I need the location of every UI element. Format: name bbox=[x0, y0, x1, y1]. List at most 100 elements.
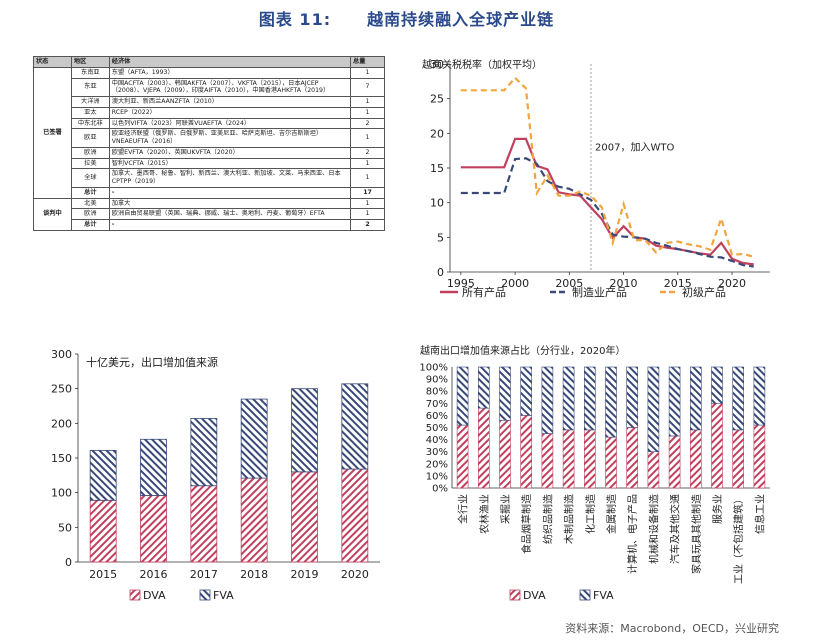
figure-title: 图表 11: 越南持续融入全球产业链 bbox=[0, 6, 813, 30]
bar-dva bbox=[626, 427, 638, 489]
table-row: 全球 加拿大、墨西哥、秘鲁、智利、新西兰、澳大利亚、新加坡、文莱、马来西亚、日本C… bbox=[34, 168, 385, 188]
series-line-0 bbox=[460, 137, 754, 266]
bar-dva bbox=[456, 424, 469, 489]
status-cell: 已签署 bbox=[33, 66, 72, 199]
x-tick-label: 全行业 bbox=[457, 494, 470, 524]
bar-dva bbox=[584, 429, 596, 489]
chart-title: 越南出口增加值来源占比（分行业，2020年） bbox=[420, 344, 625, 357]
header-region: 地区 bbox=[70, 56, 110, 68]
legend-swatch-1 bbox=[199, 589, 211, 601]
y-tick-label: 0 bbox=[437, 266, 444, 279]
bar-dva bbox=[499, 419, 511, 489]
table-row: 大洋洲 澳大利亚、新西兰AANZFTA（2010） 1 bbox=[34, 96, 385, 108]
table-total-row: 总计 -17 bbox=[34, 186, 385, 199]
bar-dva bbox=[605, 436, 617, 489]
economies-cell: 欧亚经济联盟（俄罗斯、白俄罗斯、亚美尼亚、哈萨克斯坦、吉尔吉斯斯坦）VNEAEU… bbox=[108, 128, 352, 148]
table-row: 东亚 中国ACFTA（2003）、韩国AKFTA（2007）、VKFTA（2015… bbox=[34, 77, 385, 97]
table-row: 欧亚 欧亚经济联盟（俄罗斯、白俄罗斯、亚美尼亚、哈萨克斯坦、吉尔吉斯斯坦）VNEA… bbox=[34, 128, 385, 148]
figure-title-text: 越南持续融入全球产业链 bbox=[367, 10, 555, 29]
x-tick-label: 2016 bbox=[140, 568, 168, 581]
fta-table: 状态 地区 经济体 总量 已签署 东南亚 东盟（AFTA，1993） 1 东亚 中国ACF… bbox=[33, 56, 385, 231]
y-tick-label: 10% bbox=[426, 471, 448, 482]
y-tick-label: 30 bbox=[430, 58, 444, 71]
chart-title: 越南关税税率（加权平均） bbox=[422, 58, 542, 71]
region-cell: 全球 bbox=[70, 168, 110, 188]
bar-dva bbox=[711, 402, 723, 489]
series-line-2 bbox=[460, 76, 754, 258]
chart-title: 十亿美元，出口增加值来源 bbox=[86, 355, 218, 369]
bar-fva bbox=[732, 366, 745, 431]
x-tick-label: 机械和设备制造 bbox=[647, 494, 660, 564]
tariff-line-chart: 0 5 10 15 20 25 30 1995 2000 2005 2010 2015 2020 2007… bbox=[422, 58, 770, 299]
bar-dva bbox=[341, 468, 369, 563]
y-tick-label: 100 bbox=[51, 487, 72, 500]
legend-label-0: DVA bbox=[523, 589, 546, 602]
x-tick-label: 2005 bbox=[555, 277, 583, 290]
count-cell: 1 bbox=[350, 128, 385, 148]
table-row: 拉美 智利VCFTA（2015） 1 bbox=[34, 157, 385, 170]
export-value-bar-chart: 0 50 100 150 200 250 300 十亿美元，出口增加值来源 2015 2016 20… bbox=[51, 348, 380, 602]
x-tick-label: 纺织品制造 bbox=[541, 494, 554, 544]
bar-dva bbox=[668, 435, 681, 489]
x-tick-label: 1995 bbox=[447, 277, 475, 290]
x-tick-label: 2019 bbox=[291, 568, 319, 581]
y-tick-label: 90% bbox=[426, 375, 448, 386]
bar-fva bbox=[689, 366, 702, 431]
table-row: 已签署 东南亚 东盟（AFTA，1993） 1 bbox=[33, 66, 385, 199]
x-tick-label: 2015 bbox=[89, 568, 117, 581]
count-cell: 1 bbox=[350, 66, 385, 79]
wto-annotation: 2007，加入WTO bbox=[595, 142, 674, 154]
bar-fva bbox=[240, 398, 268, 479]
legend-swatch-0 bbox=[129, 589, 141, 601]
region-cell: 拉美 bbox=[70, 157, 110, 170]
economies-cell: - bbox=[108, 186, 352, 199]
x-tick-label: 服务业 bbox=[711, 494, 724, 524]
bar-fva bbox=[89, 449, 117, 501]
region-cell: 总计 bbox=[70, 186, 110, 199]
region-cell: 亚太 bbox=[70, 106, 110, 119]
y-tick-label: 60% bbox=[426, 411, 448, 422]
bar-fva bbox=[499, 366, 511, 421]
economies-cell: 欧盟EVFTA（2020）、英国UKVFTA（2020） bbox=[108, 146, 352, 159]
x-tick-label: 2018 bbox=[240, 568, 268, 581]
y-tick-label: 25 bbox=[430, 93, 444, 106]
y-tick-label: 5 bbox=[437, 231, 444, 244]
count-cell: 1 bbox=[350, 208, 385, 220]
legend-label-2: 初级产品 bbox=[682, 285, 726, 299]
bar-dva bbox=[647, 451, 660, 489]
x-tick-label: 食品烟草制造 bbox=[520, 494, 533, 554]
x-tick-label: 信息工业 bbox=[753, 494, 766, 534]
count-cell: 2 bbox=[350, 146, 385, 159]
bar-fva bbox=[140, 438, 167, 496]
bar-fva bbox=[291, 388, 318, 473]
region-cell: 中东北非 bbox=[70, 117, 110, 130]
x-tick-label: 2020 bbox=[718, 277, 746, 290]
y-tick-label: 30% bbox=[426, 447, 448, 458]
bar-fva bbox=[562, 366, 575, 431]
y-tick-label: 100% bbox=[419, 363, 448, 374]
bar-fva bbox=[626, 366, 638, 428]
x-tick-label: 2000 bbox=[501, 277, 529, 290]
table-header-row: 状态 地区 经济体 总量 bbox=[33, 56, 385, 68]
y-tick-label: 0% bbox=[432, 484, 448, 495]
sector-share-bar-chart: 越南出口增加值来源占比（分行业，2020年） 0% 10%20%30%40%50%6… bbox=[419, 344, 770, 602]
region-cell: 欧洲 bbox=[70, 146, 110, 159]
bar-fva bbox=[584, 366, 596, 431]
region-cell: 欧洲 bbox=[70, 208, 110, 220]
bar-fva bbox=[478, 366, 490, 409]
x-tick-label: 家具玩具其他制造 bbox=[690, 494, 703, 574]
economies-cell: 以色列VIFTA（2023）阿联酋VUAEFTA（2024） bbox=[108, 117, 352, 130]
economies-cell: 欧洲自由贸易联盟（英国、瑞典、挪威、瑞士、奥地利、丹麦、葡萄牙）EFTA bbox=[108, 208, 352, 220]
economies-cell: 中国ACFTA（2003）、韩国AKFTA（2007）、VKFTA（2015），… bbox=[108, 77, 352, 97]
region-cell: 北美 bbox=[70, 197, 110, 210]
x-tick-label: 汽车及其他交通 bbox=[669, 494, 682, 564]
x-tick-label: 2020 bbox=[341, 568, 369, 581]
y-tick-label: 200 bbox=[51, 417, 72, 430]
region-cell: 欧亚 bbox=[70, 128, 110, 148]
bar-fva bbox=[753, 366, 766, 426]
bar-dva bbox=[732, 429, 745, 489]
figure-number: 图表 11: bbox=[258, 10, 332, 29]
bar-dva bbox=[140, 495, 167, 563]
count-cell: 1 bbox=[350, 168, 385, 188]
y-tick-label: 50 bbox=[58, 521, 72, 534]
